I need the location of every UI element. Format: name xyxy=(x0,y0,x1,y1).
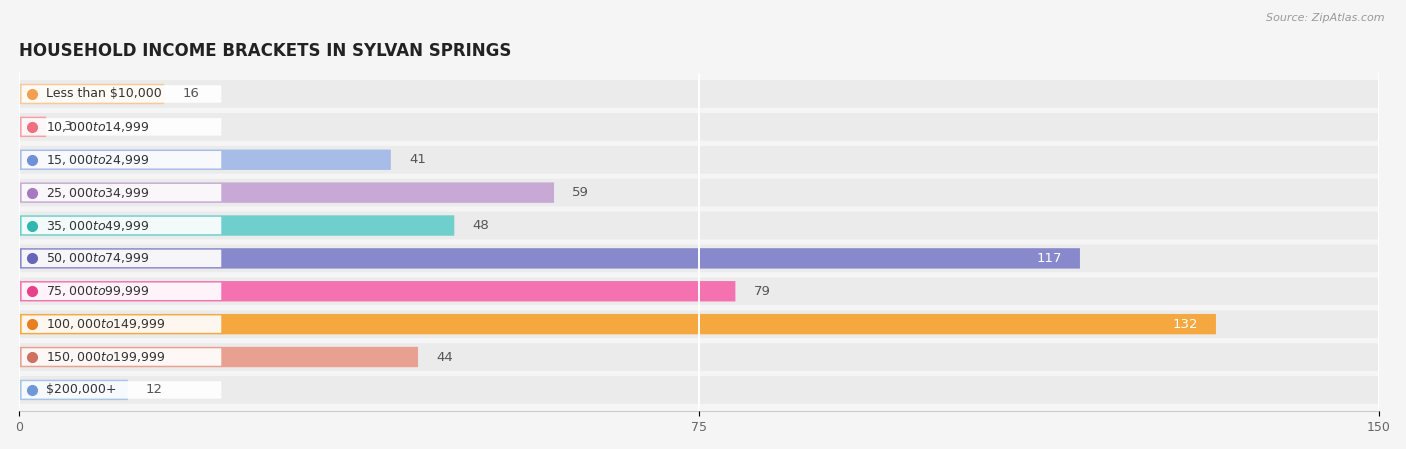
FancyBboxPatch shape xyxy=(20,343,1379,371)
FancyBboxPatch shape xyxy=(18,248,1080,269)
Text: $150,000 to $199,999: $150,000 to $199,999 xyxy=(46,350,166,364)
FancyBboxPatch shape xyxy=(20,245,1379,272)
Text: 79: 79 xyxy=(754,285,770,298)
FancyBboxPatch shape xyxy=(21,184,221,201)
FancyBboxPatch shape xyxy=(20,146,1379,174)
FancyBboxPatch shape xyxy=(18,281,735,301)
Text: HOUSEHOLD INCOME BRACKETS IN SYLVAN SPRINGS: HOUSEHOLD INCOME BRACKETS IN SYLVAN SPRI… xyxy=(20,42,512,60)
FancyBboxPatch shape xyxy=(18,182,554,203)
FancyBboxPatch shape xyxy=(18,216,454,236)
FancyBboxPatch shape xyxy=(20,376,1379,404)
Text: 117: 117 xyxy=(1036,252,1062,265)
FancyBboxPatch shape xyxy=(21,118,221,136)
Text: $10,000 to $14,999: $10,000 to $14,999 xyxy=(46,120,149,134)
FancyBboxPatch shape xyxy=(20,211,1379,239)
FancyBboxPatch shape xyxy=(20,310,1379,338)
FancyBboxPatch shape xyxy=(18,84,165,104)
FancyBboxPatch shape xyxy=(21,381,221,399)
FancyBboxPatch shape xyxy=(20,80,1379,108)
FancyBboxPatch shape xyxy=(21,282,221,300)
FancyBboxPatch shape xyxy=(21,151,221,168)
Text: $25,000 to $34,999: $25,000 to $34,999 xyxy=(46,185,149,200)
Text: 44: 44 xyxy=(436,351,453,364)
FancyBboxPatch shape xyxy=(21,348,221,366)
FancyBboxPatch shape xyxy=(21,250,221,267)
Text: $100,000 to $149,999: $100,000 to $149,999 xyxy=(46,317,166,331)
Text: 132: 132 xyxy=(1173,317,1198,330)
FancyBboxPatch shape xyxy=(21,85,221,103)
FancyBboxPatch shape xyxy=(21,316,221,333)
FancyBboxPatch shape xyxy=(18,117,46,137)
FancyBboxPatch shape xyxy=(18,347,418,367)
FancyBboxPatch shape xyxy=(18,314,1216,335)
Text: 3: 3 xyxy=(65,120,73,133)
FancyBboxPatch shape xyxy=(20,113,1379,141)
Text: Source: ZipAtlas.com: Source: ZipAtlas.com xyxy=(1267,13,1385,23)
FancyBboxPatch shape xyxy=(18,380,128,400)
FancyBboxPatch shape xyxy=(20,179,1379,207)
FancyBboxPatch shape xyxy=(18,150,391,170)
Text: 59: 59 xyxy=(572,186,589,199)
FancyBboxPatch shape xyxy=(21,217,221,234)
Text: $50,000 to $74,999: $50,000 to $74,999 xyxy=(46,251,149,265)
Text: 16: 16 xyxy=(183,88,200,101)
Text: $15,000 to $24,999: $15,000 to $24,999 xyxy=(46,153,149,167)
Text: Less than $10,000: Less than $10,000 xyxy=(46,88,162,101)
Text: 12: 12 xyxy=(146,383,163,396)
FancyBboxPatch shape xyxy=(20,277,1379,305)
Text: 41: 41 xyxy=(409,153,426,166)
Text: $35,000 to $49,999: $35,000 to $49,999 xyxy=(46,219,149,233)
Text: $75,000 to $99,999: $75,000 to $99,999 xyxy=(46,284,149,298)
Text: $200,000+: $200,000+ xyxy=(46,383,117,396)
Text: 48: 48 xyxy=(472,219,489,232)
